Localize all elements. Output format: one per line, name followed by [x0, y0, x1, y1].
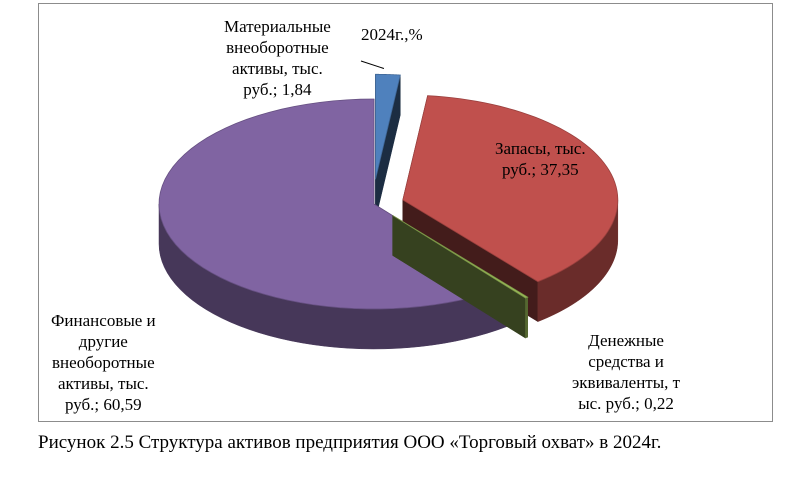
slice-label-financial-assets: Финансовые и другие внеоборотные активы,…	[51, 311, 156, 414]
chart-title: 2024г.,%	[361, 25, 423, 44]
pie-chart	[158, 60, 619, 350]
slice-label-cash: Денежные средства и эквиваленты, т ыс. р…	[572, 331, 681, 413]
slice-top-inventory	[402, 95, 619, 283]
slice-label-inventory: Запасы, тыс. руб.; 37,35	[495, 139, 586, 179]
figure-caption: Рисунок 2.5 Структура активов предприяти…	[38, 432, 662, 453]
slice-side-cash	[525, 296, 528, 339]
slice-top-material-assets	[375, 73, 401, 180]
slice-top-cash	[392, 215, 529, 299]
slice-label-material-assets: Материальные внеоборотные активы, тыс. р…	[224, 17, 331, 99]
leader-line-material-assets	[360, 60, 385, 69]
chart-area: 2024г.,% Материальные внеоборотные актив…	[38, 3, 773, 422]
